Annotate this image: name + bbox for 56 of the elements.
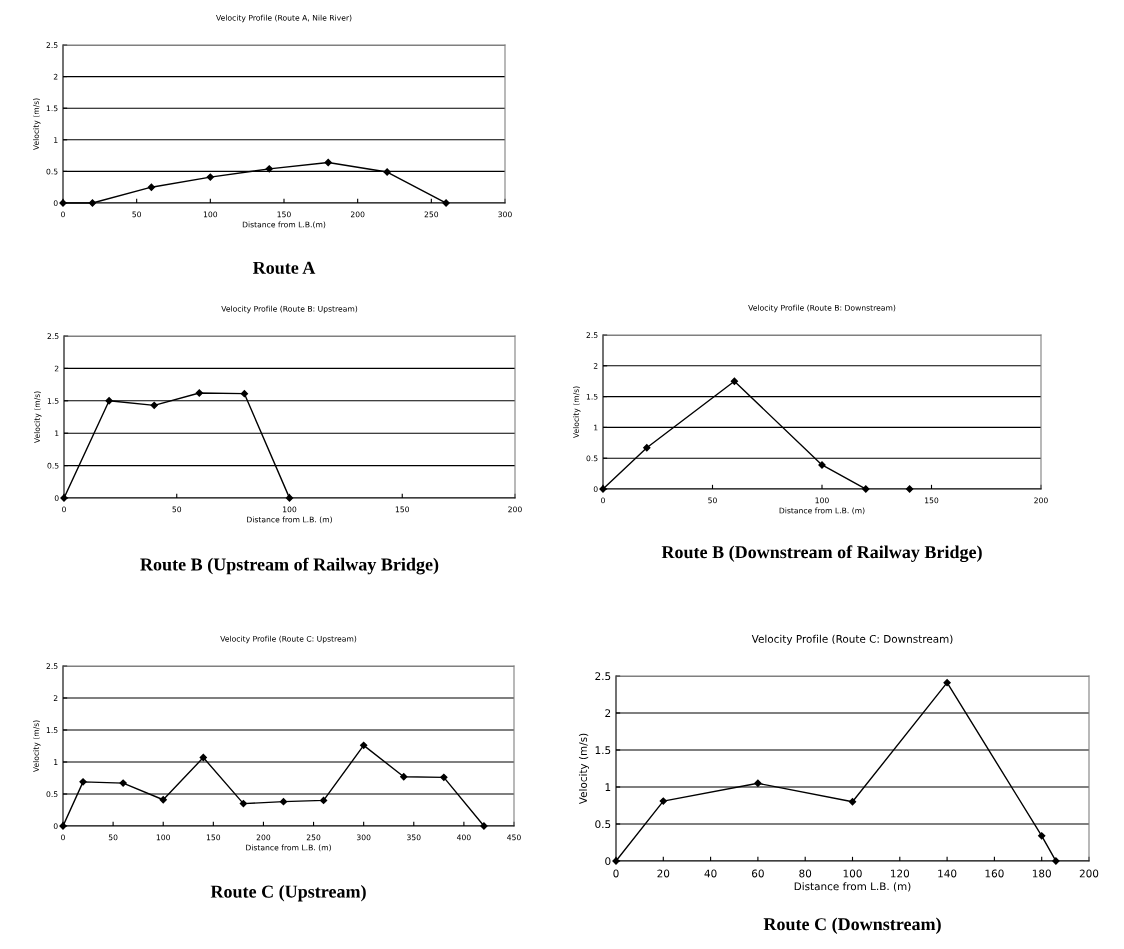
text: Route B (Upstream of Railway Bridge)	[140, 557, 439, 575]
point	[440, 773, 448, 782]
y-axis-title: Velocity (m/s)	[578, 733, 590, 805]
y-tick-label: 2	[605, 709, 611, 717]
point	[730, 377, 739, 385]
point	[119, 779, 127, 787]
point	[195, 389, 203, 397]
y-tick-label: 0.5	[595, 820, 611, 829]
point	[206, 173, 214, 181]
point	[240, 390, 249, 398]
x-axis-title: Distance from L.B. (m)	[794, 882, 911, 892]
point	[360, 741, 368, 750]
x-tick-label: 140	[938, 869, 957, 878]
y-tick-label: 0	[605, 857, 611, 866]
point	[105, 397, 113, 405]
point	[848, 798, 857, 806]
y-tick-label: 2.5	[595, 672, 611, 681]
point	[147, 183, 156, 191]
point	[88, 199, 97, 207]
point	[1038, 832, 1046, 840]
point	[383, 168, 391, 176]
point	[150, 401, 158, 409]
x-tick-label: 200	[1079, 869, 1099, 878]
point	[1052, 857, 1060, 865]
point	[905, 485, 914, 493]
x-tick-label: 180	[1032, 869, 1051, 878]
point	[480, 822, 488, 830]
point	[324, 158, 332, 167]
x-tick-label: 40	[704, 869, 717, 878]
point	[265, 165, 273, 173]
point	[319, 796, 328, 805]
x-tick-label: 120	[891, 869, 910, 878]
point	[159, 796, 167, 804]
point	[754, 779, 762, 787]
x-tick-label: 60	[752, 869, 764, 878]
point	[279, 798, 288, 806]
text: Route A	[252, 261, 316, 274]
point	[659, 797, 667, 805]
x-tick-label: 100	[843, 869, 862, 878]
y-tick-label: 1.5	[595, 746, 611, 755]
text: Route C (Downstream)	[763, 917, 941, 934]
point	[400, 773, 408, 781]
text: Route C (Upstream)	[210, 885, 366, 902]
point	[943, 679, 951, 687]
point	[239, 799, 248, 808]
point	[79, 778, 87, 786]
x-tick-label: 80	[799, 869, 812, 878]
x-tick-label: 160	[985, 869, 1004, 878]
y-tick-label: 1	[605, 783, 611, 791]
text: Route B (Downstream of Railway Bridge)	[661, 545, 982, 563]
point	[643, 444, 651, 452]
point	[862, 485, 870, 493]
x-tick-label: 0	[613, 869, 619, 878]
point	[199, 753, 207, 762]
x-tick-label: 20	[657, 869, 670, 878]
chart-title: Velocity Profile (Route C: Downstream)	[751, 634, 953, 645]
